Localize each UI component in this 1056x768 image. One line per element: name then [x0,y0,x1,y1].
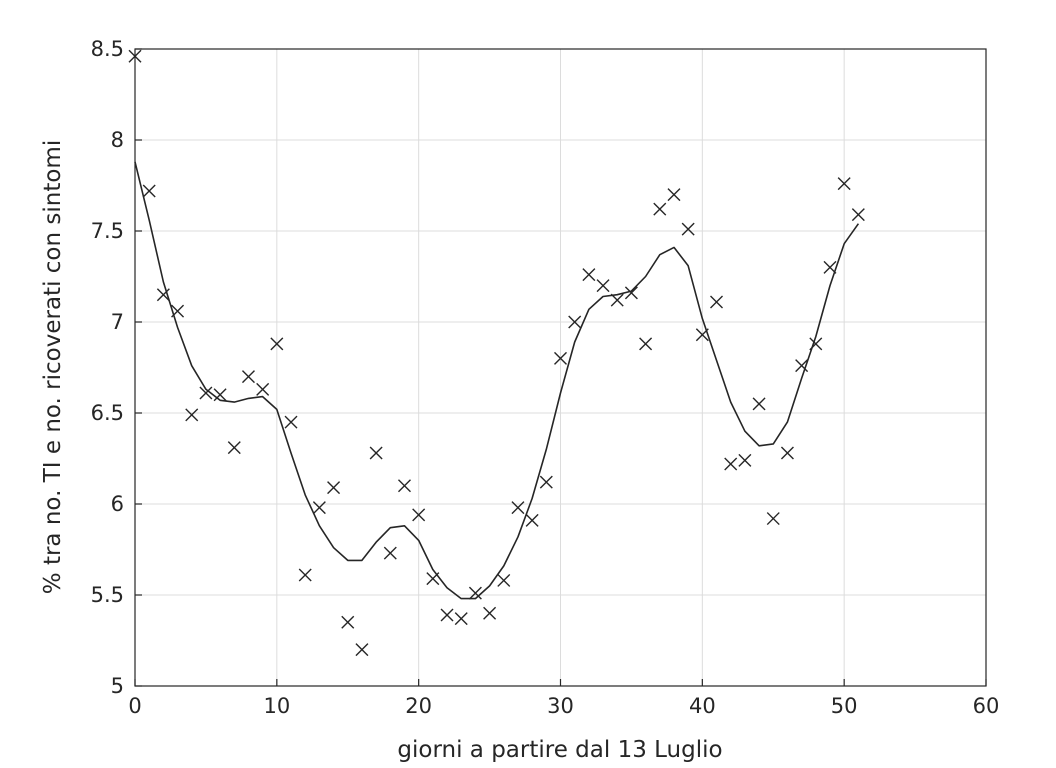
fit-line-layer [134,161,860,600]
data-point [695,328,709,342]
data-point [199,386,213,400]
y-tick-label: 8.5 [91,37,124,61]
data-point [710,295,724,309]
x-axis-label: giorni a partire dal 13 Luglio [397,737,722,763]
data-point [766,512,780,526]
y-tick-label: 5 [111,674,124,698]
x-tick-label: 20 [405,694,432,718]
y-tick-label: 7 [111,310,124,334]
data-point [355,643,369,657]
data-point [383,546,397,560]
data-point [156,288,170,302]
data-point [327,481,341,495]
data-point [738,453,752,467]
data-point [341,615,355,629]
data-point [270,337,284,351]
y-tick-label: 7.5 [91,219,124,243]
data-point [483,606,497,620]
data-point [823,260,837,274]
data-point [241,370,255,384]
data-point [312,501,326,515]
data-point [582,268,596,282]
data-point [426,572,440,586]
x-tick-label: 10 [263,694,290,718]
y-tick-label: 5.5 [91,583,124,607]
data-point [369,446,383,460]
x-tick-label: 0 [128,694,141,718]
data-point [468,586,482,600]
grid [134,48,987,687]
fit-line [134,161,860,600]
y-axis-label: % tra no. TI e no. ricoverati con sintom… [40,140,66,594]
data-point [639,337,653,351]
data-point [724,457,738,471]
data-point [213,388,227,402]
data-markers [128,49,865,657]
data-point [539,475,553,489]
data-point [568,315,582,329]
data-point [440,608,454,622]
data-point [653,202,667,216]
data-point [171,304,185,318]
data-point [185,408,199,422]
data-point [837,177,851,191]
data-point [142,184,156,198]
ticks: 0 10 20 30 40 50 60 5 5.5 6 6.5 7 7.5 8 8.5 [91,37,1000,718]
data-point [227,441,241,455]
data-point [298,568,312,582]
data-point [256,382,270,396]
x-tick-label: 50 [831,694,858,718]
data-point [624,286,638,300]
data-point [397,479,411,493]
data-point [497,573,511,587]
data-point [596,279,610,293]
data-point [525,513,539,527]
data-point [667,188,681,202]
data-point [780,446,794,460]
y-tick-label: 6 [111,492,124,516]
x-tick-label: 40 [689,694,716,718]
data-point [809,337,823,351]
y-tick-label: 8 [111,128,124,152]
x-tick-label: 30 [547,694,574,718]
data-point [554,351,567,365]
data-point [610,293,624,307]
y-tick-label: 6.5 [91,401,124,425]
data-point [752,397,766,411]
data-point [454,612,468,626]
data-point [511,501,525,515]
data-point [284,415,298,429]
data-point [851,208,865,222]
data-point [795,359,809,373]
x-tick-label: 60 [973,694,1000,718]
data-point [412,508,426,522]
data-point [681,222,695,236]
